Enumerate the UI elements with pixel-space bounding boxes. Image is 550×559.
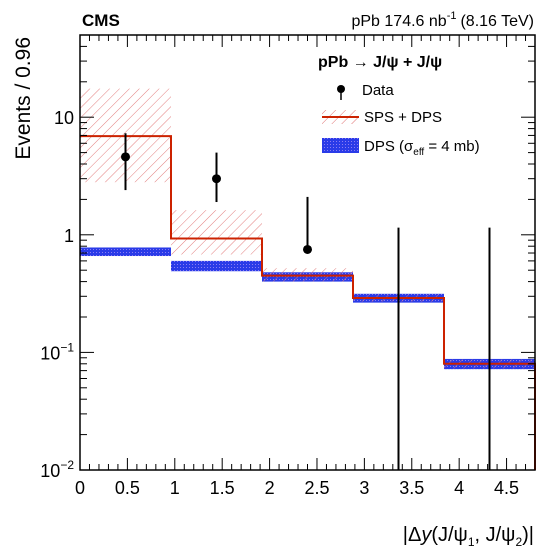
data-point xyxy=(303,244,312,254)
legend-data-label: Data xyxy=(362,82,394,99)
dps-band-bin xyxy=(171,260,262,272)
process-label: pPb → J/ψ + J/ψ xyxy=(318,54,442,71)
legend: Data SPS + DPS DPS (σeff = 4 mb) xyxy=(322,82,480,158)
legend-sps-label: SPS + DPS xyxy=(364,109,442,126)
y-tick-label: 1 xyxy=(64,226,74,246)
y-tick-label: 10 xyxy=(54,108,74,128)
x-tick-label: 1.5 xyxy=(210,478,235,498)
legend-dps-swatch xyxy=(322,138,359,153)
sps-dps-step-line xyxy=(80,135,536,470)
lumi-energy: (8.16 TeV) xyxy=(460,13,534,30)
x-tick-label: 3 xyxy=(359,478,369,498)
plot-area: 0 0.5 1 1.5 2 2.5 3 3.5 4 4.5 10 1 10−1 10−2 xyxy=(40,34,536,498)
y-tick-label: 10−1 xyxy=(40,340,74,363)
legend-data-marker xyxy=(337,85,345,93)
dps-band-bin xyxy=(80,247,171,257)
x-tick-label: 4.5 xyxy=(494,478,519,498)
y-axis-title: Events / 0.96 xyxy=(12,37,35,160)
lumi-label: pPb 174.6 nb-1 (8.16 TeV) xyxy=(351,10,534,30)
x-tick-label: 0 xyxy=(75,478,85,498)
lumi-prefix: pPb 174.6 nb xyxy=(351,13,446,30)
x-tick-label: 2 xyxy=(265,478,275,498)
sps-dps-band-bin xyxy=(171,210,262,255)
experiment-label: CMS xyxy=(82,11,120,30)
legend-dps-label: DPS (σeff = 4 mb) xyxy=(364,138,480,158)
data-point xyxy=(212,174,221,184)
data-point xyxy=(121,152,130,162)
x-axis-title: |Δy(J/ψ1, J/ψ2)| xyxy=(403,524,534,549)
x-tick-label: 1 xyxy=(170,478,180,498)
x-tick-label: 0.5 xyxy=(115,478,140,498)
x-tick-label: 4 xyxy=(454,478,464,498)
y-tick-label: 10−2 xyxy=(40,458,74,481)
x-tick-label: 3.5 xyxy=(399,478,424,498)
x-tick-label: 2.5 xyxy=(304,478,329,498)
lumi-exponent: -1 xyxy=(447,10,457,22)
